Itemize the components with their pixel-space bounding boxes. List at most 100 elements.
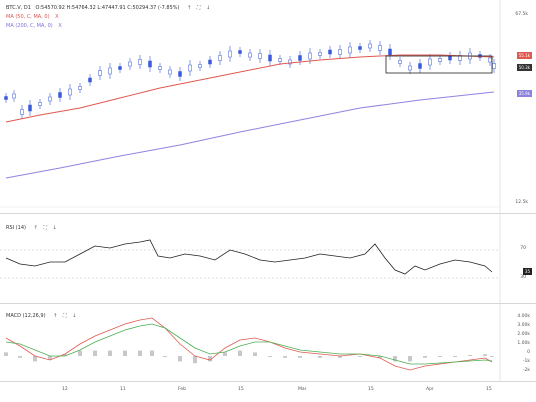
signal-line — [5, 323, 493, 365]
candle-body — [28, 104, 32, 112]
candle-body — [228, 50, 232, 58]
macd-axis-tick: 4.00k — [517, 314, 530, 319]
macd-histogram-bar — [483, 354, 487, 356]
candle-body — [438, 58, 442, 62]
arrow-up-icon[interactable]: ↑ — [187, 5, 192, 11]
macd-histogram-bar — [423, 356, 427, 358]
time-axis-label: 15 — [486, 387, 492, 392]
macd-histogram-bar — [298, 356, 302, 358]
ma200-price-badge: 35.9k — [516, 90, 532, 97]
candle-body — [492, 63, 496, 69]
candle-body — [298, 55, 302, 61]
time-axis-label: 11 — [120, 387, 126, 392]
macd-histogram-bar — [178, 356, 182, 362]
rsi-arrow-up-icon[interactable]: ↑ — [33, 225, 38, 231]
macd-axis-tick: 3.00k — [517, 323, 530, 328]
rsi-fullscreen-icon[interactable]: ⛶ — [43, 225, 47, 231]
rsi-tick-upper: 70 — [520, 246, 526, 251]
candle-body — [398, 60, 402, 64]
candle-body — [248, 52, 252, 58]
ma200-label: MA (200, C, MA, 0) — [6, 23, 53, 29]
macd-histogram-bar — [163, 356, 167, 357]
selection-box[interactable] — [385, 55, 493, 74]
macd-histogram-bar — [453, 356, 457, 357]
time-axis-label: Feb — [178, 387, 186, 392]
candle-body — [12, 93, 16, 99]
macd-arrow-down-icon[interactable]: ↓ — [72, 313, 77, 319]
candle-body — [98, 70, 102, 76]
macd-histogram-bar — [18, 356, 22, 358]
price-chart-svg — [0, 0, 501, 214]
macd-axis-tick: -1k — [522, 359, 530, 364]
ma200-line — [5, 91, 495, 179]
candle-body — [428, 58, 432, 66]
macd-histogram-bar — [63, 354, 67, 356]
price-legend: BTC.V, D1 O:54570.92 H:54764.32 L:47447.… — [6, 4, 214, 12]
candle-body — [258, 53, 262, 59]
candle-body — [78, 86, 82, 90]
ma50-line — [5, 54, 495, 123]
macd-histogram-bar — [108, 350, 112, 356]
candle-body — [348, 46, 352, 54]
candle-body — [158, 66, 162, 70]
ma200-legend: MA (200, C, MA, 0) X — [6, 22, 62, 30]
candle-body — [128, 61, 132, 67]
macd-histogram-bar — [93, 350, 97, 356]
rsi-arrow-down-icon[interactable]: ↓ — [52, 225, 57, 231]
macd-histogram-bar — [393, 356, 397, 362]
candle-body — [68, 88, 72, 96]
macd-histogram-bar — [208, 356, 212, 362]
macd-histogram-bar — [468, 355, 472, 356]
candle-body — [358, 46, 362, 50]
fullscreen-icon[interactable]: ⛶ — [196, 5, 201, 11]
macd-histogram-bar — [318, 356, 322, 358]
rsi-line — [5, 239, 493, 275]
macd-histogram-bar — [150, 350, 154, 356]
ohlc-label: O:54570.92 H:54764.32 L:47447.91 C:50294… — [35, 5, 180, 11]
candle-body — [38, 102, 42, 106]
macd-histogram-bar — [138, 350, 142, 356]
remove-ma200-button[interactable]: X — [58, 23, 62, 29]
macd-histogram-bar — [283, 356, 287, 358]
macd-histogram-bar — [490, 356, 494, 357]
rsi-tick-lower: 30 — [520, 275, 526, 280]
candle-body — [268, 54, 272, 62]
macd-histogram-bar — [238, 350, 242, 356]
arrow-down-icon[interactable]: ↓ — [206, 5, 211, 11]
candle-body — [138, 59, 142, 65]
candle-body — [198, 64, 202, 68]
macd-fullscreen-icon[interactable]: ⛶ — [62, 313, 67, 319]
candle-body — [188, 64, 192, 72]
macd-axis-tick: -2k — [522, 368, 530, 373]
candle-body — [278, 58, 282, 62]
time-axis-label: 15 — [238, 387, 244, 392]
rsi-pane: RSI (14) ↑ ⛶ ↓ 70 30 35 — [0, 214, 536, 304]
candle-body — [20, 109, 24, 115]
candle-body — [208, 59, 212, 65]
macd-histogram-bar — [78, 350, 82, 356]
time-axis-label: Apr — [426, 387, 434, 392]
rsi-legend: RSI (14) ↑ ⛶ ↓ — [6, 224, 61, 232]
macd-legend: MACD (12,26,9) ↑ ⛶ ↓ — [6, 312, 80, 320]
candle-body — [288, 59, 292, 65]
candle-body — [118, 66, 122, 70]
macd-pane: MACD (12,26,9) ↑ ⛶ ↓ 4.00k 3.00k 2.00k 1.00… — [0, 304, 536, 382]
macd-axis-tick: 0 — [527, 350, 530, 355]
macd-label: MACD (12,26,9) — [6, 313, 46, 319]
price-tick-top: 67.5k — [515, 12, 528, 17]
macd-histogram — [4, 350, 494, 364]
remove-ma50-button[interactable]: X — [55, 14, 59, 20]
macd-histogram-bar — [193, 356, 197, 364]
macd-histogram-bar — [438, 356, 442, 357]
macd-arrow-up-icon[interactable]: ↑ — [53, 313, 58, 319]
candle-body — [318, 52, 322, 56]
price-tick-bottom: 12.5k — [515, 200, 528, 205]
ma50-label: MA (50, C, MA, 0) — [6, 14, 50, 20]
candle-body — [308, 52, 312, 60]
macd-histogram-bar — [338, 356, 342, 358]
macd-axis-tick: 2.00k — [517, 332, 530, 337]
rsi-chart-svg — [0, 214, 501, 304]
close-price-badge: 50.3k — [516, 64, 532, 71]
rsi-value-badge: 35 — [522, 268, 532, 275]
